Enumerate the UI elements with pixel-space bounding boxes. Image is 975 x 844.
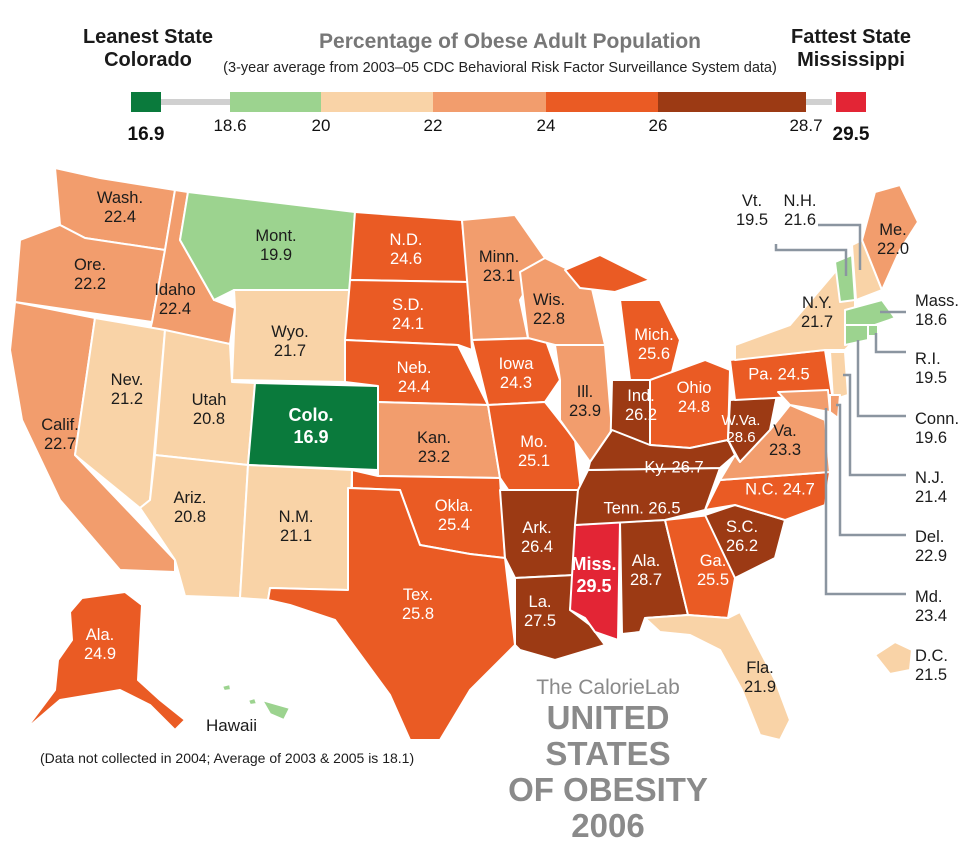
callout-vt: Vt. 19.5	[735, 192, 769, 229]
callout-line-conn	[856, 340, 906, 418]
state-new-jersey	[829, 351, 849, 401]
state-michigan-up	[564, 254, 651, 293]
legend-tick: 22	[423, 116, 443, 135]
brand-line-2: UNITED STATES OF OBESITY 2006	[508, 699, 708, 844]
label-id: Idaho 22.4	[154, 281, 196, 318]
callout-nh: N.H. 21.6	[783, 192, 817, 229]
callout-conn: Conn. 19.6	[915, 410, 960, 447]
label-la: La. 27.5	[523, 593, 557, 630]
legend-tick: 28.7	[789, 116, 823, 135]
state-wyoming	[231, 289, 351, 383]
label-sd: S.D. 24.1	[391, 296, 425, 333]
label-ak: Ala. 24.9	[83, 626, 117, 663]
map-subtitle: (3-year average from 2003–05 CDC Behavio…	[223, 60, 777, 76]
label-me: Me. 22.0	[876, 221, 910, 258]
label-nv: Nev. 21.2	[110, 371, 144, 408]
callout-md: Md. 23.4	[915, 588, 948, 625]
label-ia: Iowa 24.3	[498, 355, 534, 392]
hawaii-label: Hawaii	[206, 716, 258, 735]
state-hawaii-islet	[221, 683, 232, 692]
callout-dc: D.C. 21.5	[915, 647, 948, 684]
label-mi: Mich. 25.6	[634, 326, 674, 363]
callout-de: Del. 22.9	[915, 528, 948, 565]
label-sc: S.C. 26.2	[725, 518, 759, 555]
callout-nj: N.J. 21.4	[915, 469, 948, 506]
label-oh: Ohio 24.8	[676, 379, 712, 416]
state-maine	[861, 184, 919, 291]
label-il: Ill. 23.9	[568, 383, 602, 420]
hawaii-note: (Data not collected in 2004; Average of …	[40, 750, 415, 766]
us-map-svg	[9, 167, 919, 741]
label-ga: Ga. 25.5	[696, 552, 730, 589]
callout-ri: R.I. 19.5	[915, 350, 948, 387]
label-tx: Tex. 25.8	[401, 586, 435, 623]
label-mo: Mo. 25.1	[517, 433, 551, 470]
legend-tick: 24	[536, 116, 556, 135]
legend-swatch-1	[230, 92, 321, 112]
label-ny: N.Y. 21.7	[800, 294, 834, 331]
legend-swatch-3	[433, 92, 546, 112]
label-ut: Utah 20.8	[191, 391, 227, 428]
legend-swatch-4	[546, 92, 658, 112]
state-texas	[267, 487, 516, 741]
callout-line-del	[836, 403, 906, 537]
label-mn: Minn. 23.1	[478, 248, 520, 285]
label-in: Ind. 26.2	[624, 387, 658, 424]
state-hawaii	[261, 699, 291, 721]
label-ok: Okla. 25.4	[434, 497, 474, 534]
obesity-map: Leanest State Colorado Fattest State Mis…	[9, 26, 960, 844]
legend-tick: 26	[648, 116, 668, 135]
label-ca: Calif. 22.7	[41, 416, 79, 453]
label-or: Ore. 22.2	[73, 256, 107, 293]
label-nc: N.C. 24.7	[745, 480, 815, 499]
label-wy: Wyo. 21.7	[271, 323, 309, 360]
label-wv: W.Va. 28.6	[721, 412, 761, 446]
state-connecticut	[844, 324, 869, 346]
callout-mass: Mass. 18.6	[915, 292, 960, 329]
callout-line-vt	[774, 244, 848, 276]
label-ar: Ark. 26.4	[520, 519, 554, 556]
label-nm: N.M. 21.1	[278, 508, 314, 545]
dc-swatch	[874, 641, 913, 675]
legend-tick: 20	[311, 116, 331, 135]
label-nd: N.D. 24.6	[389, 231, 423, 268]
state-hawaii-islet	[247, 697, 258, 706]
state-delaware	[829, 394, 841, 419]
legend-tick: 18.6	[213, 116, 247, 135]
label-va: Va. 23.3	[768, 422, 802, 459]
label-ne: Neb. 24.4	[396, 359, 432, 396]
state-south-dakota	[344, 279, 473, 351]
label-pa: Pa. 24.5	[748, 365, 810, 384]
label-mt: Mont. 19.9	[255, 227, 297, 264]
state-massachusetts	[844, 299, 896, 326]
legend-tick: 16.9	[127, 124, 165, 145]
legend-swatch-max	[836, 92, 866, 112]
label-al: Ala. 28.7	[629, 552, 663, 589]
state-alaska	[24, 591, 186, 731]
label-ky: Ky. 26.7	[644, 458, 704, 477]
callout-line-nh	[818, 223, 862, 270]
label-tn: Tenn. 26.5	[603, 499, 681, 518]
label-wa: Wash. 22.4	[96, 189, 144, 226]
legend-swatch-5	[658, 92, 806, 112]
map-title: Percentage of Obese Adult Population	[319, 30, 701, 53]
state-florida	[644, 611, 791, 741]
brand-line-1: The CalorieLab	[536, 676, 680, 699]
label-co: Colo. 16.9	[288, 405, 334, 447]
state-virginia	[719, 404, 831, 481]
legend-swatch-min	[131, 92, 161, 112]
label-ms: Miss. 29.5	[571, 554, 617, 596]
legend-swatch-2	[321, 92, 433, 112]
legend-tick: 29.5	[832, 124, 870, 145]
fattest-state-label: Fattest State Mississippi	[790, 26, 912, 71]
label-ks: Kan. 23.2	[417, 429, 451, 466]
callout-line-nj	[843, 373, 906, 477]
callout-line-ri	[874, 333, 906, 354]
label-az: Ariz. 20.8	[173, 489, 207, 526]
label-wi: Wis. 22.8	[532, 291, 566, 328]
callout-lines	[774, 223, 906, 596]
label-fl: Fla. 21.9	[743, 659, 777, 696]
callout-line-md	[824, 408, 906, 596]
leanest-state-label: Leanest State Colorado	[82, 26, 214, 71]
